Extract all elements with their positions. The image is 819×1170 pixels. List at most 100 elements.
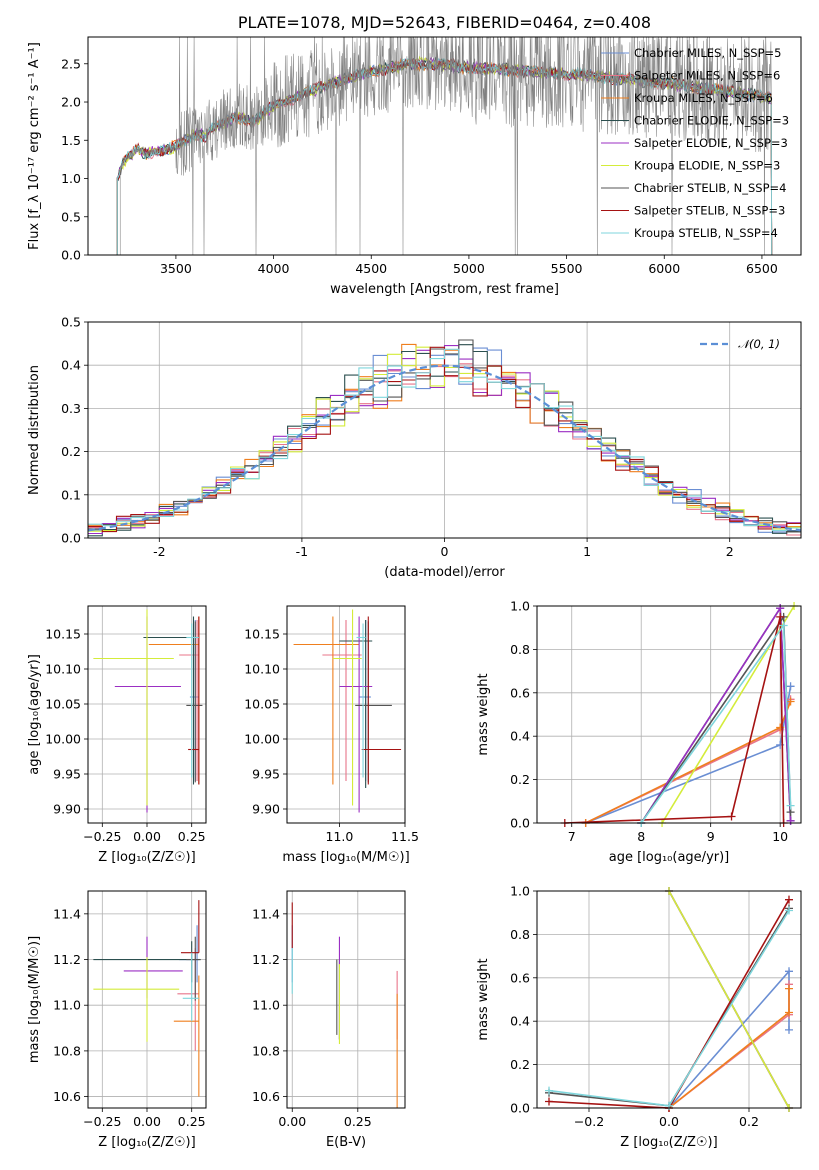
weight-series [560,612,788,827]
legend-entry: Chabrier STELIB, N_SSP=4 [634,181,786,195]
weight-marker [545,1097,553,1106]
y-tick-label: 10.15 [244,627,280,642]
y-tick-label: 0.4 [510,729,530,744]
x-tick-label: 4000 [258,261,290,276]
errorbar-point [93,957,180,1042]
weight-marker [785,1025,793,1034]
x-tick-label: 11.0 [326,829,354,844]
legend-entry: Kroupa STELIB, N_SSP=4 [634,226,778,240]
errorbar-point [322,620,362,781]
y-tick-label: 10.8 [252,1043,280,1058]
errorbar-point [332,609,362,806]
errorbar-point [293,616,360,785]
weight-marker [786,816,795,825]
x-tick-label: 7 [568,829,576,844]
weight-vs-age-panel: 7 8 9 10 0.0 0.2 0.4 0.6 0.8 1.0 age [log₁₀(age/yr… [476,599,802,865]
weight-series-line [640,623,792,824]
weight-marker [785,984,793,993]
weight-series-line [564,616,785,824]
legend-entry: Salpeter MILES, N_SSP=6 [634,69,780,83]
spectrum-legend: Chabrier MILES, N_SSP=5 Salpeter MILES, N… [601,46,789,240]
y-tick-label: 0.2 [510,772,530,787]
y-tick-label: 1.0 [61,171,81,186]
weight-series-line [585,701,792,824]
x-tick-label: 2 [726,544,734,559]
histogram-plot-area [88,339,801,537]
weight-series [581,695,795,827]
y-axis-label: Flux [f_λ 10⁻¹⁷ erg cm⁻² s⁻¹ A⁻¹] [27,42,42,250]
errorbar-point [114,616,181,813]
y-tick-label: 10.00 [45,732,81,747]
y-tick-label: 2.5 [61,56,81,71]
x-tick-label: 4500 [355,261,387,276]
x-tick-label: 6000 [648,261,680,276]
y-tick-label: 10.05 [45,697,81,712]
errorbar-point [359,620,371,781]
y-tick-label: 0.0 [61,531,81,546]
weight-vs-Z-panel: −0.2 0.0 0.2 0.0 0.2 0.4 0.6 0.8 1.0 Z [log₁₀(Z/Z… [476,884,802,1150]
axes-frame [286,890,406,1109]
age-vs-Z-panel: −0.25 0.00 0.25 9.90 9.95 10.00 10.05 10.10 10.1… [27,605,207,865]
weight-series [637,621,795,827]
errorbar-point [173,975,200,1097]
errorbar-point [186,621,203,783]
x-tick-label: 8 [637,829,645,844]
errorbar-point [356,623,366,778]
y-tick-label: 9.90 [252,802,280,817]
y-tick-label: 10.15 [45,627,81,642]
y-tick-label: 2.0 [61,95,81,110]
mass-vs-ebv-plot-area [291,902,398,1108]
y-tick-label: 10.8 [53,1043,81,1058]
y-tick-label: 11.4 [252,906,280,921]
y-tick-label: 0.8 [510,927,530,942]
legend-entry: Chabrier MILES, N_SSP=5 [634,46,781,60]
y-tick-label: 10.05 [244,697,280,712]
x-tick-label: 0 [441,544,449,559]
x-tick-label: 5000 [453,261,485,276]
x-tick-label: -2 [153,544,165,559]
weight-marker [776,604,785,613]
x-axis-label: Z [log₁₀(Z/Z☉)] [98,1135,195,1150]
x-tick-label: 11.5 [391,829,419,844]
axes-frame [87,605,207,824]
mass-vs-Z-plot-area [93,900,201,1097]
weight-marker [785,906,793,915]
x-tick-label: 0.25 [178,1114,206,1129]
y-tick-label: 9.90 [53,802,81,817]
legend-entry: 𝒩(0, 1) [738,337,780,351]
histogram-step [88,346,801,533]
legend-entry: Kroupa MILES, N_SSP=6 [634,91,773,105]
y-tick-label: 10.00 [244,732,280,747]
x-axis-label: Z [log₁₀(Z/Z☉)] [98,850,195,865]
age-vs-mass-panel: 11.0 11.5 9.90 9.95 10.00 10.05 10.10 10.15 mass… [244,605,419,865]
axes-frame [536,605,802,824]
y-tick-label: 11.2 [252,952,280,967]
weight-marker [786,682,795,691]
spectrum-panel: PLATE=1078, MJD=52643, FIBERID=0464, z=0… [27,13,802,297]
weight-marker [786,697,795,706]
x-tick-label: 10 [772,829,788,844]
mass-vs-ebv-panel: 0.00 0.25 10.6 10.8 11.0 11.2 11.4 E(B-V) [252,890,406,1150]
axes-frame [87,890,207,1109]
errorbar-point [186,623,199,778]
errorbar-point [361,616,402,785]
errorbar-point [182,952,199,1022]
y-tick-label: 11.0 [252,998,280,1013]
errorbar-point [93,609,174,806]
x-tick-label: 9 [707,829,715,844]
y-tick-label: 0.6 [510,970,530,985]
x-tick-label: 6500 [746,261,778,276]
x-axis-label: wavelength [Angstrom, rest frame] [330,282,559,297]
x-tick-label: 3500 [160,261,192,276]
weight-series [665,967,793,1112]
legend-entry: Salpeter ELODIE, N_SSP=3 [634,136,788,150]
errorbar-point [188,616,200,785]
axes-frame [87,36,802,256]
spectrum-plot-area [116,37,773,255]
y-tick-label: 0.0 [510,1101,530,1116]
y-axis-label: Normed distribution [27,365,42,495]
weight-series-line [668,969,790,1109]
errorbar-point [180,900,200,954]
errorbar-point [355,621,392,783]
y-tick-label: 10.6 [252,1089,280,1104]
